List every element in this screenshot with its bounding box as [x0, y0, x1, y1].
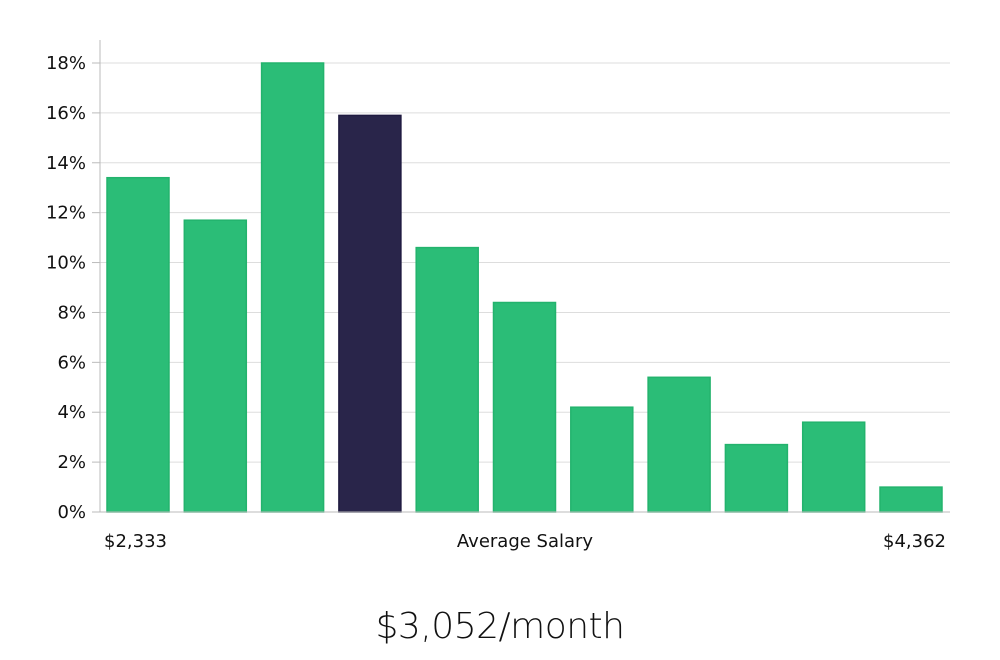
y-tick-label: 14% — [46, 153, 86, 174]
y-tick-label: 6% — [57, 352, 86, 373]
bar — [724, 443, 789, 513]
y-tick-label: 10% — [46, 253, 86, 274]
y-axis-ticks: 0% 2% 4% 6% 8% 10% 12% 14% 16% 18% — [46, 53, 100, 523]
bar — [260, 62, 325, 513]
bar — [492, 301, 557, 513]
bar — [183, 219, 248, 513]
bars — [106, 62, 943, 513]
average-salary-value: $3,052/month — [375, 606, 625, 647]
y-tick-label: 0% — [57, 502, 86, 523]
bar — [647, 376, 711, 513]
x-axis-title: Average Salary — [457, 531, 594, 552]
y-tick-label: 8% — [57, 302, 86, 323]
bar — [570, 406, 634, 513]
y-tick-label: 2% — [57, 452, 86, 473]
y-tick-label: 16% — [46, 103, 86, 124]
y-tick-label: 4% — [57, 402, 86, 423]
bar — [415, 246, 479, 513]
bar — [801, 421, 866, 513]
bar — [879, 486, 943, 513]
bar — [106, 176, 170, 513]
y-tick-label: 12% — [46, 203, 86, 224]
bar-highlighted — [338, 114, 402, 513]
x-axis-end-label: $4,362 — [883, 531, 946, 552]
salary-histogram: 0% 2% 4% 6% 8% 10% 12% 14% 16% 18% $2,333 Average… — [46, 40, 950, 552]
y-tick-label: 18% — [46, 53, 86, 74]
x-axis-start-label: $2,333 — [104, 531, 167, 552]
